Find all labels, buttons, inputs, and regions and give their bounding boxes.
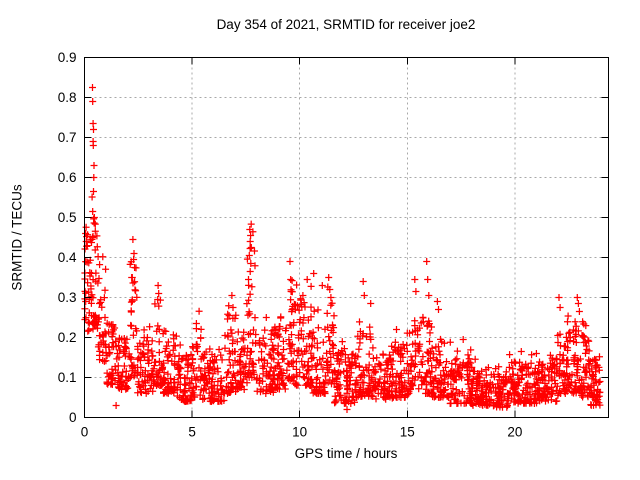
y-tick-label: 0.3 [58, 290, 77, 305]
x-tick-label: 5 [188, 425, 196, 440]
y-tick-label: 0.1 [58, 370, 77, 385]
y-tick-label: 0.6 [58, 170, 77, 185]
y-tick-label: 0.2 [58, 330, 77, 345]
y-tick-label: 0 [69, 410, 77, 425]
y-tick-label: 0.7 [58, 130, 77, 145]
y-tick-label: 0.9 [58, 50, 77, 65]
chart-title: Day 354 of 2021, SRMTID for receiver joe… [216, 17, 476, 32]
x-tick-label: 15 [400, 425, 415, 440]
x-tick-labels: 0 5 10 15 20 [81, 425, 523, 440]
x-tick-label: 20 [507, 425, 522, 440]
x-tick-label: 10 [292, 425, 307, 440]
y-tick-label: 0.4 [58, 250, 77, 265]
scatter-markers [81, 84, 604, 413]
plot-frame [84, 57, 609, 418]
plot-border [84, 57, 609, 418]
grid-lines [84, 57, 609, 418]
y-tick-labels: 0 0.1 0.2 0.3 0.4 0.5 0.6 0.7 0.8 0.9 [58, 50, 77, 425]
data-points [81, 84, 604, 413]
y-tick-label: 0.8 [58, 90, 77, 105]
x-axis-label: GPS time / hours [294, 446, 398, 461]
x-tick-label: 0 [81, 425, 89, 440]
y-tick-label: 0.5 [58, 210, 77, 225]
